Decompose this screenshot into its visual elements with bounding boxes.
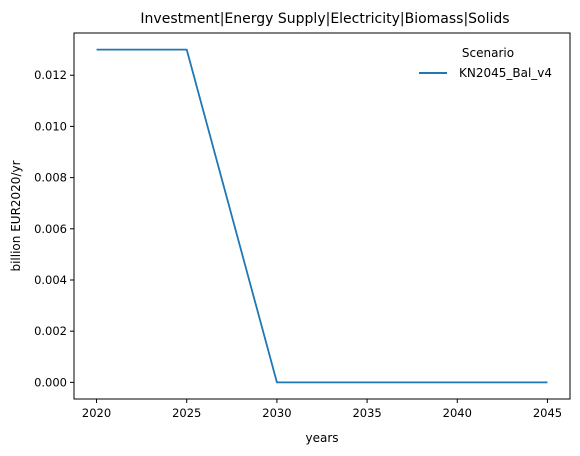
series-line	[96, 48, 548, 384]
y-tick-label: 0.004	[34, 273, 67, 287]
y-tick-label: 0.008	[34, 171, 67, 185]
legend: Scenario KN2045_Bal_v4	[419, 46, 552, 80]
y-tick-label: 0.012	[34, 68, 67, 82]
y-tick-label: 0.006	[34, 222, 67, 236]
x-tick-label: 2045	[533, 406, 562, 420]
x-tick-label: 2025	[172, 406, 201, 420]
y-tick-label: 0.002	[34, 324, 67, 338]
x-tick-label: 2035	[352, 406, 381, 420]
series-layer	[96, 48, 548, 384]
y-axis: 0.000 0.002 0.004 0.006 0.008 0.010 0.012	[34, 68, 74, 389]
x-axis-label: years	[305, 431, 338, 445]
y-tick-label: 0.000	[34, 375, 67, 389]
x-tick-label: 2040	[443, 406, 472, 420]
y-axis-label: billion EUR2020/yr	[9, 160, 23, 271]
chart-title: Investment|Energy Supply|Electricity|Bio…	[140, 11, 509, 27]
legend-entry-label: KN2045_Bal_v4	[459, 66, 552, 80]
x-axis: 2020 2025 2030 2035 2040 2045	[82, 399, 562, 420]
legend-title: Scenario	[462, 46, 514, 60]
x-tick-label: 2030	[262, 406, 291, 420]
y-tick-label: 0.010	[34, 119, 67, 133]
plot-area-frame	[73, 32, 571, 400]
x-tick-label: 2020	[82, 406, 111, 420]
